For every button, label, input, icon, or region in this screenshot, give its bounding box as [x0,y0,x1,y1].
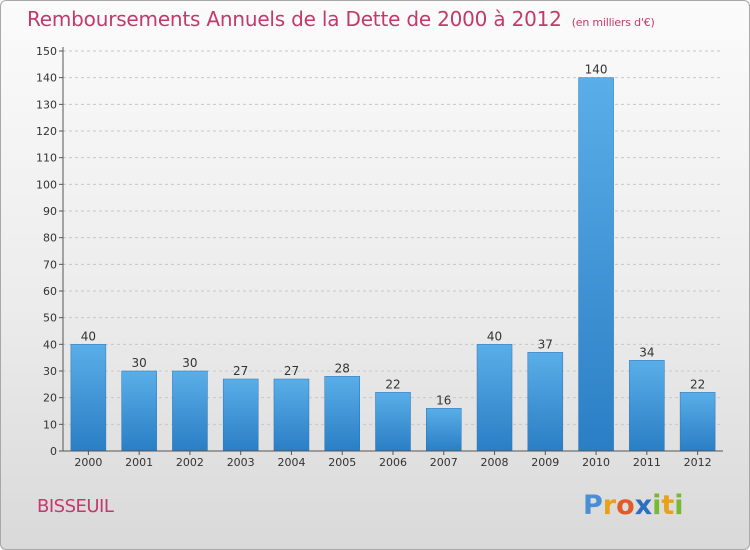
bar [172,370,208,452]
y-tick-label: 50 [43,312,57,325]
bar-value-label: 140 [585,63,608,77]
logo-letter: t [661,490,675,521]
y-tick-label: 80 [43,232,57,245]
y-tick-label: 70 [43,258,57,271]
chart-title-text: Remboursements Annuels de la Dette de 20… [27,7,562,31]
x-tick-label: 2004 [277,456,305,469]
x-tick-label: 2009 [531,456,559,469]
y-tick-label: 120 [36,125,57,138]
x-tick-label: 2003 [227,456,255,469]
y-tick-label: 60 [43,285,57,298]
bar [273,378,310,452]
bar-value-label: 30 [132,356,147,370]
chart-title: Remboursements Annuels de la Dette de 20… [27,7,655,31]
bar [121,370,157,452]
logo-letter: i [674,490,684,521]
y-tick-label: 10 [43,418,57,431]
chart-unit-note: (en milliers d'€) [571,16,655,29]
bar-value-label: 40 [487,329,502,343]
y-tick-label: 140 [36,72,57,85]
x-tick-label: 2011 [633,456,661,469]
bar [70,344,107,452]
bar-value-label: 22 [690,377,705,391]
logo-letter: o [616,490,635,521]
bar-value-label: 30 [182,356,197,370]
x-tick-label: 2012 [684,456,712,469]
bar [629,360,665,452]
bar [527,352,564,452]
logo-letter: i [652,490,662,521]
bar-value-label: 27 [284,364,299,378]
bar-value-label: 16 [436,393,451,407]
bar [426,408,462,452]
y-tick-label: 30 [43,365,57,378]
y-tick-label: 40 [43,338,57,351]
y-tick-label: 90 [43,205,57,218]
x-tick-label: 2010 [582,456,610,469]
logo-letter: x [634,490,653,521]
location-name: BISSEUIL [37,496,114,517]
y-tick-label: 150 [36,45,57,58]
bar [222,378,259,452]
proxiti-logo: Proxiti [583,490,684,521]
bar-value-label: 37 [538,337,553,351]
bar [375,392,411,452]
x-tick-label: 2007 [430,456,458,469]
bar-value-label: 22 [385,377,400,391]
y-tick-label: 100 [36,178,57,191]
x-tick-label: 2001 [125,456,153,469]
x-tick-label: 2002 [176,456,204,469]
bar [476,344,513,452]
bar-value-label: 28 [335,361,350,375]
x-tick-label: 2000 [74,456,102,469]
bar [578,77,614,452]
y-tick-label: 20 [43,392,57,405]
x-tick-label: 2006 [379,456,407,469]
bar-value-label: 27 [233,364,248,378]
logo-letter: r [602,490,617,521]
y-tick-label: 0 [50,445,57,458]
y-tick-label: 110 [36,152,57,165]
bar [324,376,360,452]
bar [679,392,716,452]
bar-value-label: 34 [639,345,654,359]
y-tick-label: 130 [36,98,57,111]
bar-value-label: 40 [81,329,96,343]
x-tick-label: 2005 [328,456,356,469]
x-tick-label: 2008 [481,456,509,469]
logo-letter: P [583,490,603,521]
